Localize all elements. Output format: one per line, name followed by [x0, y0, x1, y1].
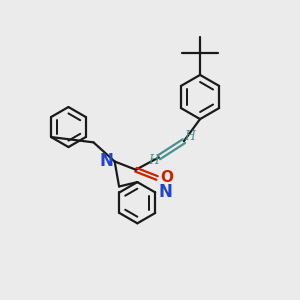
Text: N: N	[159, 183, 172, 201]
Text: N: N	[99, 152, 113, 170]
Text: O: O	[160, 170, 174, 185]
Text: H: H	[184, 130, 195, 143]
Text: H: H	[148, 154, 159, 167]
